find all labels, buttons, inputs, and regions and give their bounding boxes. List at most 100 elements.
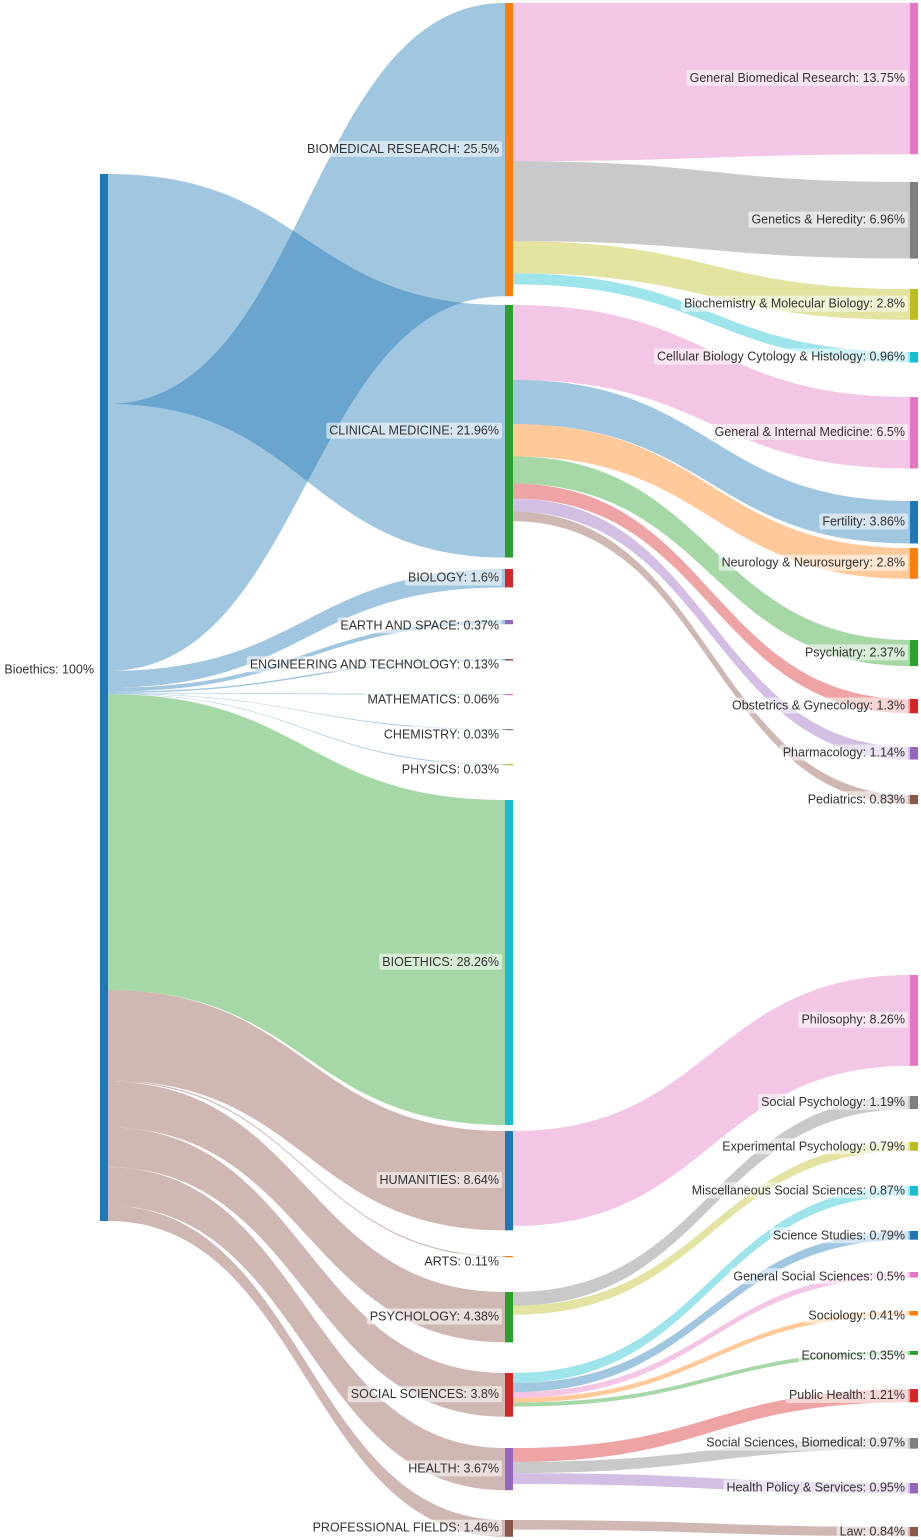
flow-clinical-leaf-6 [513, 511, 910, 805]
label-biomed-leaf-0: General Biomedical Research: 13.75% [686, 69, 908, 86]
svg-text:Science Studies: 0.79%: Science Studies: 0.79% [773, 1228, 905, 1242]
svg-text:CLINICAL MEDICINE: 21.96%: CLINICAL MEDICINE: 21.96% [329, 424, 499, 438]
flow-biomed-leaf-3 [513, 273, 910, 363]
label-health-leaf-2: Health Policy & Services: 0.95% [723, 1479, 908, 1496]
label-hum: HUMANITIES: 8.64% [376, 1171, 502, 1188]
flow-clinical-leaf-3 [513, 456, 910, 667]
label-health-leaf-1: Social Sciences, Biomedical: 0.97% [703, 1434, 908, 1451]
svg-text:Neurology & Neurosurgery: 2.8%: Neurology & Neurosurgery: 2.8% [722, 556, 905, 570]
svg-text:General & Internal Medicine: 6: General & Internal Medicine: 6.5% [715, 425, 905, 439]
label-bioeth: BIOETHICS: 28.26% [379, 953, 502, 970]
label-psych-leaf-0: Social Psychology: 1.19% [758, 1093, 908, 1110]
node-hum [505, 1131, 513, 1231]
svg-text:CHEMISTRY: 0.03%: CHEMISTRY: 0.03% [384, 727, 499, 741]
flow-psych-leaf-1 [513, 1142, 910, 1315]
svg-text:HEALTH: 3.67%: HEALTH: 3.67% [408, 1461, 499, 1475]
labels: Bioethics: 100% BIOMEDICAL RESEARCH: 25.5… [1, 69, 908, 1540]
flow-hum-leaf-0 [513, 975, 910, 1226]
label-psych-leaf-1: Experimental Psychology: 0.79% [719, 1138, 908, 1155]
flow-clinical-leaf-1 [513, 379, 910, 544]
svg-text:SOCIAL SCIENCES: 3.8%: SOCIAL SCIENCES: 3.8% [351, 1387, 499, 1401]
node-biomed-leaf-1 [910, 182, 918, 259]
node-clinical-leaf-3 [910, 640, 918, 667]
svg-text:PROFESSIONAL FIELDS: 1.46%: PROFESSIONAL FIELDS: 1.46% [313, 1521, 499, 1535]
node-clinical-leaf-0 [910, 397, 918, 469]
node-arts [505, 1256, 513, 1258]
node-bioethics-root [100, 174, 108, 1221]
svg-text:Miscellaneous Social Sciences:: Miscellaneous Social Sciences: 0.87% [692, 1183, 905, 1197]
flow-root-to-health [108, 1167, 505, 1491]
flow-root-to-biomed [108, 3, 505, 671]
label-clinical-leaf-3: Psychiatry: 2.37% [801, 644, 908, 661]
flow-root-to-prof [108, 1205, 505, 1537]
svg-text:MATHEMATICS: 0.06%: MATHEMATICS: 0.06% [367, 692, 499, 706]
label-socsci-leaf-3: Sociology: 0.41% [805, 1307, 908, 1324]
svg-text:Experimental Psychology: 0.79%: Experimental Psychology: 0.79% [722, 1139, 905, 1153]
flow-socsci-leaf-2 [513, 1272, 910, 1398]
label-clinical-leaf-1: Fertility: 3.86% [819, 513, 908, 530]
node-clinical-leaf-5 [910, 747, 918, 760]
label-earth: EARTH AND SPACE: 0.37% [337, 617, 502, 634]
label-math: MATHEMATICS: 0.06% [364, 691, 502, 708]
label-socsci: SOCIAL SCIENCES: 3.8% [347, 1386, 502, 1403]
node-psych-leaf-1 [910, 1142, 918, 1151]
flow-root-to-chem [108, 693, 505, 730]
label-clinical-leaf-5: Pharmacology: 1.14% [779, 744, 908, 761]
svg-text:PHYSICS: 0.03%: PHYSICS: 0.03% [402, 762, 499, 776]
flow-clinical-leaf-2 [513, 424, 910, 579]
label-clinical-leaf-4: Obstetrics & Gynecology: 1.3% [729, 697, 908, 714]
node-biology [505, 569, 513, 588]
svg-text:BIOLOGY: 1.6%: BIOLOGY: 1.6% [408, 570, 499, 584]
label-health: HEALTH: 3.67% [405, 1460, 502, 1477]
svg-text:ARTS: 0.11%: ARTS: 0.11% [424, 1254, 499, 1268]
nodes [100, 3, 918, 1537]
svg-text:Social Psychology: 1.19%: Social Psychology: 1.19% [761, 1095, 905, 1109]
svg-text:Biochemistry & Molecular Biolo: Biochemistry & Molecular Biology: 2.8% [684, 297, 905, 311]
flow-clinical-leaf-5 [513, 498, 910, 760]
flow-root-to-bioeth [108, 694, 505, 1125]
svg-text:Economics: 0.35%: Economics: 0.35% [801, 1348, 905, 1362]
label-biomed: BIOMEDICAL RESEARCH: 25.5% [304, 140, 502, 157]
flow-clinical-leaf-4 [513, 483, 910, 714]
flow-prof-leaf-0 [513, 1520, 910, 1537]
node-biomed [505, 3, 513, 297]
label-prof: PROFESSIONAL FIELDS: 1.46% [309, 1519, 502, 1536]
label-socsci-leaf-4: Economics: 0.35% [798, 1347, 908, 1364]
flow-socsci-leaf-4 [513, 1351, 910, 1407]
node-clinical-leaf-6 [910, 795, 918, 805]
node-socsci-leaf-1 [910, 1231, 918, 1240]
svg-text:Sociology: 0.41%: Sociology: 0.41% [808, 1308, 905, 1322]
label-prof-leaf-0: Law: 0.84% [836, 1523, 908, 1540]
svg-text:Law: 0.84%: Law: 0.84% [840, 1524, 905, 1538]
svg-text:Social Sciences, Biomedical: 0: Social Sciences, Biomedical: 0.97% [706, 1436, 905, 1450]
svg-text:General Biomedical Research: 1: General Biomedical Research: 13.75% [690, 71, 905, 85]
svg-text:General Social Sciences: 0.5%: General Social Sciences: 0.5% [733, 1269, 905, 1283]
svg-text:PSYCHOLOGY: 4.38%: PSYCHOLOGY: 4.38% [370, 1309, 499, 1323]
svg-text:Health Policy & Services: 0.95: Health Policy & Services: 0.95% [726, 1481, 905, 1495]
node-prof [505, 1520, 513, 1537]
svg-text:Cellular Biology Cytology & Hi: Cellular Biology Cytology & Histology: 0… [657, 350, 905, 364]
node-socsci-leaf-2 [910, 1272, 918, 1278]
flow-socsci-leaf-0 [513, 1186, 910, 1384]
svg-text:Public Health: 1.21%: Public Health: 1.21% [789, 1388, 905, 1402]
label-chem: CHEMISTRY: 0.03% [380, 726, 502, 743]
node-hum-leaf-0 [910, 975, 918, 1066]
flow-root-to-eng [108, 659, 505, 693]
label-psych: PSYCHOLOGY: 4.38% [366, 1308, 502, 1325]
flow-root-to-arts [108, 1080, 505, 1258]
flow-links [108, 3, 910, 1537]
svg-text:Psychiatry: 2.37%: Psychiatry: 2.37% [805, 645, 905, 659]
node-clinical-leaf-4 [910, 699, 918, 714]
node-health-leaf-1 [910, 1438, 918, 1449]
svg-text:Obstetrics & Gynecology: 1.3%: Obstetrics & Gynecology: 1.3% [732, 698, 905, 712]
label-biology: BIOLOGY: 1.6% [404, 569, 502, 586]
flow-root-to-psych [108, 1081, 505, 1343]
label-clinical: CLINICAL MEDICINE: 21.96% [326, 422, 502, 439]
node-earth [505, 620, 513, 625]
flow-root-to-socsci [108, 1127, 505, 1417]
svg-text:HUMANITIES: 8.64%: HUMANITIES: 8.64% [380, 1173, 499, 1187]
label-health-leaf-0: Public Health: 1.21% [785, 1386, 908, 1403]
svg-text:Bioethics: 100%: Bioethics: 100% [4, 662, 94, 676]
node-eng [505, 659, 513, 661]
